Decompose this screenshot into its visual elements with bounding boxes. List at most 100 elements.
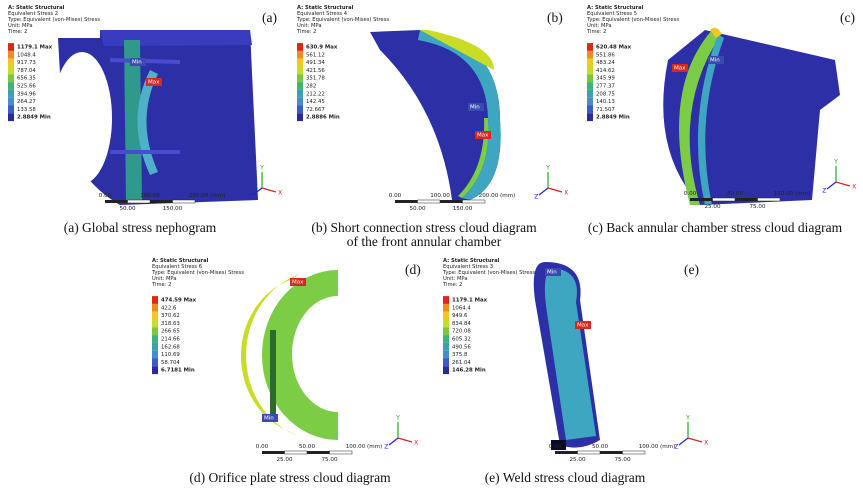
triad-label: Y bbox=[833, 159, 838, 166]
triad-label: Y bbox=[259, 165, 264, 172]
legend-label: 351.78 bbox=[306, 76, 325, 82]
scale-label: 75.00 bbox=[614, 457, 630, 463]
legend-label: 949.6 bbox=[452, 313, 468, 319]
scale-label: 0.00 bbox=[99, 193, 112, 199]
legend-swatch bbox=[8, 113, 14, 121]
triad-axis bbox=[679, 438, 688, 445]
triad-label: X bbox=[414, 440, 418, 447]
scale-label: 25.00 bbox=[276, 457, 292, 463]
legend-swatch bbox=[297, 74, 303, 82]
legend-swatch bbox=[8, 43, 14, 51]
header-line: Time: 2 bbox=[586, 29, 606, 35]
legend-label: 787.04 bbox=[17, 68, 36, 74]
figure: A: Static StructuralEquivalent Stress 2T… bbox=[0, 0, 863, 489]
legend-swatch bbox=[443, 327, 449, 335]
legend-label: 58.704 bbox=[161, 360, 180, 366]
legend-label: 146.28 Min bbox=[452, 368, 486, 374]
legend-swatch bbox=[587, 98, 593, 106]
legend-label: 720.08 bbox=[452, 329, 471, 335]
scale-bar bbox=[600, 451, 623, 454]
scale-bar bbox=[555, 451, 578, 454]
scale-bar bbox=[307, 451, 330, 454]
tag-label: Max bbox=[577, 323, 589, 329]
model-e bbox=[534, 262, 600, 450]
legend-label: 277.37 bbox=[596, 84, 615, 90]
legend-label: 375.8 bbox=[452, 352, 468, 358]
tag-label: Max bbox=[674, 66, 686, 72]
legend-swatch bbox=[152, 335, 158, 343]
scale-bar bbox=[262, 451, 285, 454]
tag-label: Min bbox=[470, 105, 480, 111]
legend-label: 561.12 bbox=[306, 52, 325, 58]
legend-label: 264.27 bbox=[17, 99, 36, 105]
scale-label: 50.00 bbox=[727, 191, 743, 197]
scale-bar bbox=[758, 198, 781, 201]
legend-label: 483.24 bbox=[596, 60, 615, 66]
legend-label: 282 bbox=[306, 84, 316, 90]
scale-label: 0.00 bbox=[549, 444, 562, 450]
legend-label: 318.63 bbox=[161, 321, 180, 327]
legend-swatch bbox=[8, 98, 14, 106]
header-line: Time: 2 bbox=[296, 29, 316, 35]
scale-label: 50.00 bbox=[299, 444, 315, 450]
scale-bar bbox=[330, 451, 353, 454]
legend-label: 261.04 bbox=[452, 360, 471, 366]
model-c bbox=[663, 28, 840, 205]
header-line: Time: 2 bbox=[442, 282, 462, 288]
scale-label: 75.00 bbox=[749, 204, 765, 210]
legend-swatch bbox=[152, 351, 158, 359]
scale-label: 100.00 (mm) bbox=[774, 191, 811, 197]
model-a bbox=[52, 30, 258, 205]
model-b bbox=[370, 30, 501, 200]
scale-label: 50.00 bbox=[409, 206, 425, 212]
legend-label: 917.73 bbox=[17, 60, 36, 66]
legend-swatch bbox=[587, 90, 593, 98]
legend-label: 414.62 bbox=[596, 68, 615, 74]
legend-swatch bbox=[8, 59, 14, 67]
legend-label: 490.56 bbox=[452, 344, 471, 350]
legend-swatch bbox=[152, 312, 158, 320]
legend-label: 1179.1 Max bbox=[17, 45, 53, 51]
legend-swatch bbox=[297, 98, 303, 106]
scale-label: 100.00 (mm) bbox=[346, 444, 383, 450]
triad-label: Z bbox=[248, 193, 252, 200]
model-d bbox=[241, 270, 338, 440]
legend-label: 2.8849 Min bbox=[17, 115, 51, 121]
scale-label: 0.00 bbox=[256, 444, 269, 450]
legend-label: 162.68 bbox=[161, 344, 180, 350]
legend-swatch bbox=[587, 51, 593, 59]
legend-label: 630.9 Max bbox=[306, 45, 338, 51]
scale-label: 50.00 bbox=[119, 206, 135, 212]
legend-label: 474.59 Max bbox=[161, 298, 197, 304]
scale-bar bbox=[418, 200, 441, 203]
caption: (b) Short connection stress cloud diagra… bbox=[311, 220, 537, 235]
legend-label: 1179.1 Max bbox=[452, 298, 488, 304]
legend-label: 620.48 Max bbox=[596, 45, 632, 51]
triad-axis bbox=[688, 438, 702, 442]
legend-label: 208.75 bbox=[596, 91, 615, 97]
legend-label: 491.34 bbox=[306, 60, 325, 66]
legend-label: 133.58 bbox=[17, 107, 36, 113]
scale-bar bbox=[713, 198, 736, 201]
legend-swatch bbox=[297, 43, 303, 51]
header-line: Time: 2 bbox=[7, 29, 27, 35]
legend-swatch bbox=[8, 74, 14, 82]
legend-swatch bbox=[152, 320, 158, 328]
legend-swatch bbox=[587, 82, 593, 90]
legend-label: 656.35 bbox=[17, 76, 36, 82]
triad-axis bbox=[836, 182, 850, 186]
legend-label: 142.45 bbox=[306, 99, 325, 105]
legend-label: 2.8849 Min bbox=[596, 115, 630, 121]
legend-swatch bbox=[587, 106, 593, 114]
legend-swatch bbox=[297, 90, 303, 98]
legend-swatch bbox=[587, 43, 593, 51]
tag-label: Max bbox=[148, 80, 160, 86]
legend-swatch bbox=[587, 59, 593, 67]
triad-label: X bbox=[852, 184, 856, 191]
scale-label: 150.00 bbox=[453, 206, 473, 212]
triad-label: X bbox=[704, 440, 708, 447]
caption: (a) Global stress nephogram bbox=[64, 220, 217, 235]
scale-label: 150.00 bbox=[163, 206, 183, 212]
scale-bar bbox=[150, 200, 173, 203]
scale-label: 25.00 bbox=[704, 204, 720, 210]
